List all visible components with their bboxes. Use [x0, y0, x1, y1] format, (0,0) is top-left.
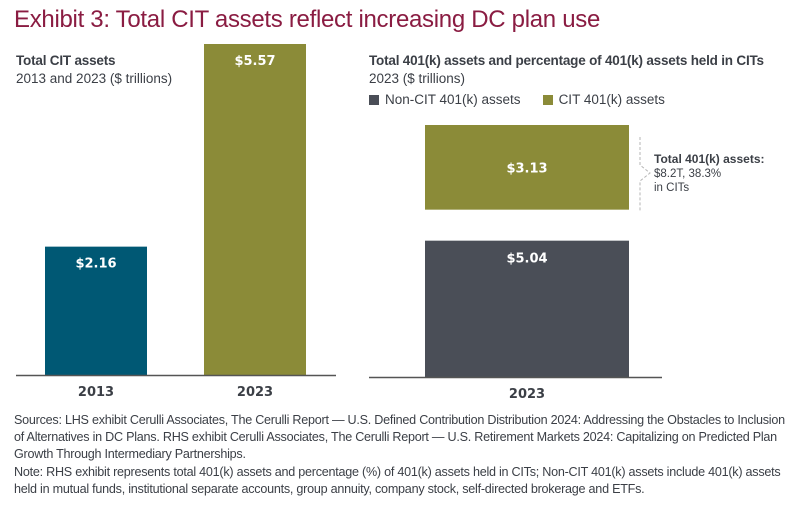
bar-cit-2023: [425, 125, 629, 210]
annotation-bracket: [639, 137, 651, 212]
legend-swatch-cit: [542, 94, 553, 105]
data-label-cit: $3.13: [506, 161, 547, 176]
total-401k-annotation: Total 401(k) assets: $8.2T, 38.3% in CIT…: [654, 152, 765, 196]
bar-2023: [204, 44, 306, 375]
data-label-2013: $2.16: [75, 257, 116, 272]
right-chart-subtitle: 2023 ($ trillions): [369, 71, 466, 86]
sources-footnote: Sources: LHS exhibit Cerulli Associates,…: [14, 413, 785, 461]
note-footnote: Note: RHS exhibit represents total 401(k…: [14, 465, 781, 496]
right-chart-title: Total 401(k) assets and percentage of 40…: [369, 53, 764, 68]
x-tick-label-2023-right: 2023: [509, 387, 545, 402]
legend-item-cit: CIT 401(k) assets: [542, 92, 665, 107]
bar-2013: [45, 246, 147, 375]
legend-label-non-cit: Non-CIT 401(k) assets: [385, 92, 521, 107]
x-tick-label-2023: 2023: [237, 385, 273, 400]
legend-swatch-non-cit: [369, 94, 379, 105]
exhibit-title: Exhibit 3: Total CIT assets reflect incr…: [14, 6, 600, 33]
left-chart-subtitle: 2013 and 2023 ($ trillions): [16, 71, 173, 86]
annotation-title: Total 401(k) assets:: [654, 152, 765, 166]
right-chart-legend: Non-CIT 401(k) assets CIT 401(k) assets: [369, 92, 665, 107]
left-chart-title: Total CIT assets: [16, 53, 116, 68]
annotation-line2: in CITs: [654, 182, 690, 194]
bar-non-cit-2023: [425, 240, 629, 377]
data-label-2023: $5.57: [234, 54, 275, 69]
annotation-line1: $8.2T, 38.3%: [654, 167, 722, 180]
legend-item-non-cit: Non-CIT 401(k) assets: [369, 92, 521, 107]
legend-label-cit: CIT 401(k) assets: [558, 92, 665, 107]
data-label-non-cit: $5.04: [506, 252, 547, 267]
x-tick-label-2013: 2013: [78, 385, 114, 400]
